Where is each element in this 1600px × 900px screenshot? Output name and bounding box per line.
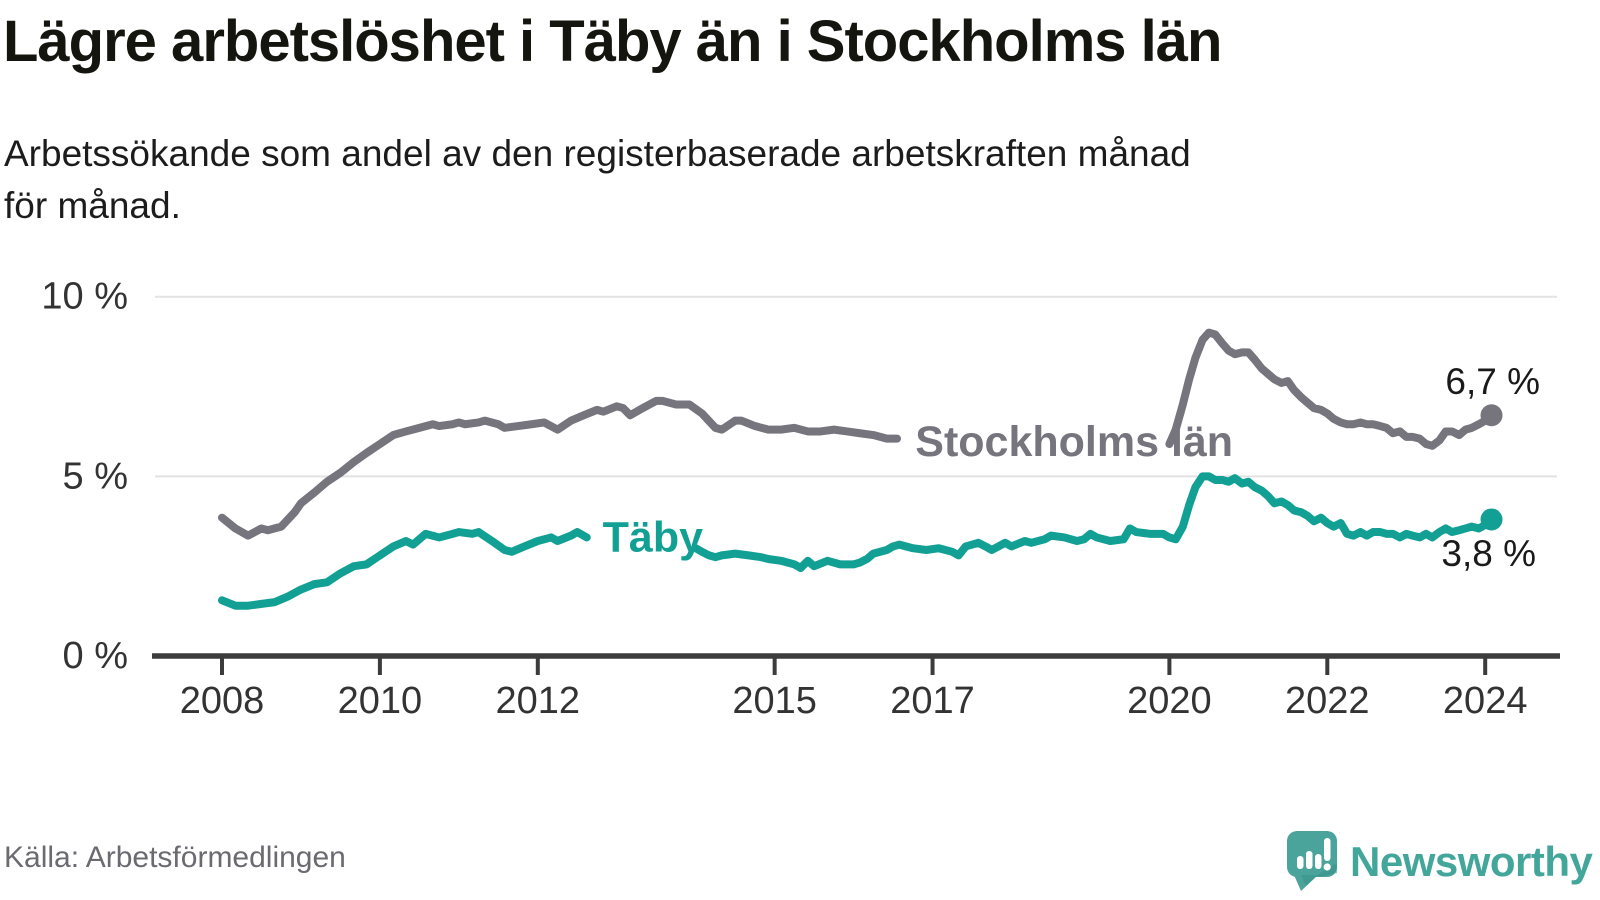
subtitle-line-1: Arbetssökande som andel av den registerb… bbox=[4, 133, 1191, 174]
x-axis-label: 2015 bbox=[732, 680, 817, 722]
newsworthy-logo-icon bbox=[1287, 831, 1337, 891]
x-axis-label: 2022 bbox=[1285, 680, 1370, 722]
series-line bbox=[218, 528, 591, 610]
newsworthy-brand: Newsworthy bbox=[1286, 830, 1593, 894]
x-axis-label: 2012 bbox=[496, 680, 581, 722]
x-axis-label: 2017 bbox=[890, 680, 975, 722]
x-axis-label: 2020 bbox=[1127, 680, 1212, 722]
page-title: Lägre arbetslöshet i Täby än i Stockholm… bbox=[3, 9, 1222, 74]
y-axis-label: 10 % bbox=[41, 276, 128, 318]
series-line bbox=[1165, 328, 1496, 450]
series-inline-label: Täby bbox=[603, 513, 703, 561]
y-axis-label: 5 % bbox=[63, 455, 128, 497]
chart-subtitle: Arbetssökande som andel av den registerb… bbox=[4, 128, 1564, 232]
x-axis-label: 2024 bbox=[1443, 680, 1528, 722]
source-note: Källa: Arbetsförmedlingen bbox=[4, 841, 346, 874]
series-end-dot bbox=[1480, 404, 1503, 427]
series-end-label: 6,7 % bbox=[1445, 361, 1540, 402]
series-inline-label: Stockholms län bbox=[915, 418, 1233, 466]
y-axis-label: 0 % bbox=[63, 635, 128, 677]
series-line bbox=[691, 472, 1496, 572]
series-end-dot bbox=[1480, 508, 1503, 531]
subtitle-line-2: för månad. bbox=[4, 185, 181, 226]
series-line bbox=[218, 396, 902, 540]
series-end-label: 3,8 % bbox=[1441, 533, 1536, 574]
x-axis-label: 2010 bbox=[338, 680, 423, 722]
newsworthy-wordmark: Newsworthy bbox=[1350, 838, 1593, 885]
x-axis-label: 2008 bbox=[180, 680, 265, 722]
